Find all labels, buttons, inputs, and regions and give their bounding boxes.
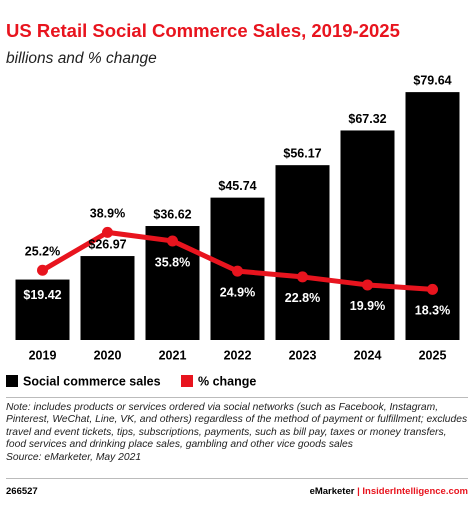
line-value-label: 22.8% — [285, 291, 320, 305]
line-value-label: 18.3% — [415, 304, 450, 318]
line-point — [297, 271, 308, 283]
x-tick-label: 2025 — [419, 348, 447, 362]
x-tick-label: 2019 — [29, 348, 57, 362]
legend-swatch — [181, 375, 193, 387]
divider — [6, 397, 468, 398]
bar-value-label: $19.42 — [23, 288, 61, 302]
line-point — [37, 264, 48, 276]
line-value-label: 25.2% — [25, 245, 60, 259]
line-value-label: 19.9% — [350, 299, 385, 313]
bar — [80, 256, 135, 340]
legend-swatch — [6, 375, 18, 387]
bar — [340, 130, 395, 340]
line-point — [362, 279, 373, 291]
line-point — [427, 283, 438, 295]
x-tick-label: 2023 — [289, 348, 317, 362]
x-tick-label: 2020 — [94, 348, 122, 362]
bar-value-label: $26.97 — [88, 237, 126, 251]
bar-value-label: $79.64 — [413, 73, 451, 87]
chart-subtitle: billions and % change — [6, 50, 157, 67]
line-point — [167, 235, 178, 247]
bar-value-label: $36.62 — [153, 207, 191, 221]
line-value-label: 38.9% — [90, 207, 125, 221]
x-tick-label: 2021 — [159, 348, 187, 362]
x-tick-label: 2024 — [354, 348, 382, 362]
bar-value-label: $67.32 — [348, 112, 386, 126]
note: Note: includes products or services orde… — [6, 402, 468, 451]
bar — [405, 92, 460, 340]
bar-value-label: $45.74 — [218, 179, 256, 193]
line-point — [232, 265, 243, 277]
chart-id: 266527 — [6, 486, 38, 497]
legend-label: Social commerce sales — [23, 374, 161, 388]
line-point — [102, 226, 113, 238]
chart: US Retail Social Commerce Sales, 2019-20… — [6, 20, 460, 388]
credits: eMarketer | InsiderIntelligence.com — [309, 486, 468, 497]
line-value-label: 35.8% — [155, 255, 190, 269]
footer: 266527 eMarketer | InsiderIntelligence.c… — [6, 486, 468, 497]
x-tick-label: 2022 — [224, 348, 252, 362]
legend-label: % change — [198, 374, 256, 388]
line-value-label: 24.9% — [220, 285, 255, 299]
bar — [275, 165, 330, 340]
brand: eMarketer — [309, 486, 355, 497]
chart-title: US Retail Social Commerce Sales, 2019-20… — [6, 20, 400, 41]
divider — [6, 478, 468, 479]
source: Source: eMarketer, May 2021 — [6, 451, 142, 463]
bar — [15, 279, 70, 340]
bar-value-label: $56.17 — [283, 146, 321, 160]
notes: Note: includes products or services orde… — [6, 402, 468, 464]
site: InsiderIntelligence.com — [362, 486, 468, 497]
